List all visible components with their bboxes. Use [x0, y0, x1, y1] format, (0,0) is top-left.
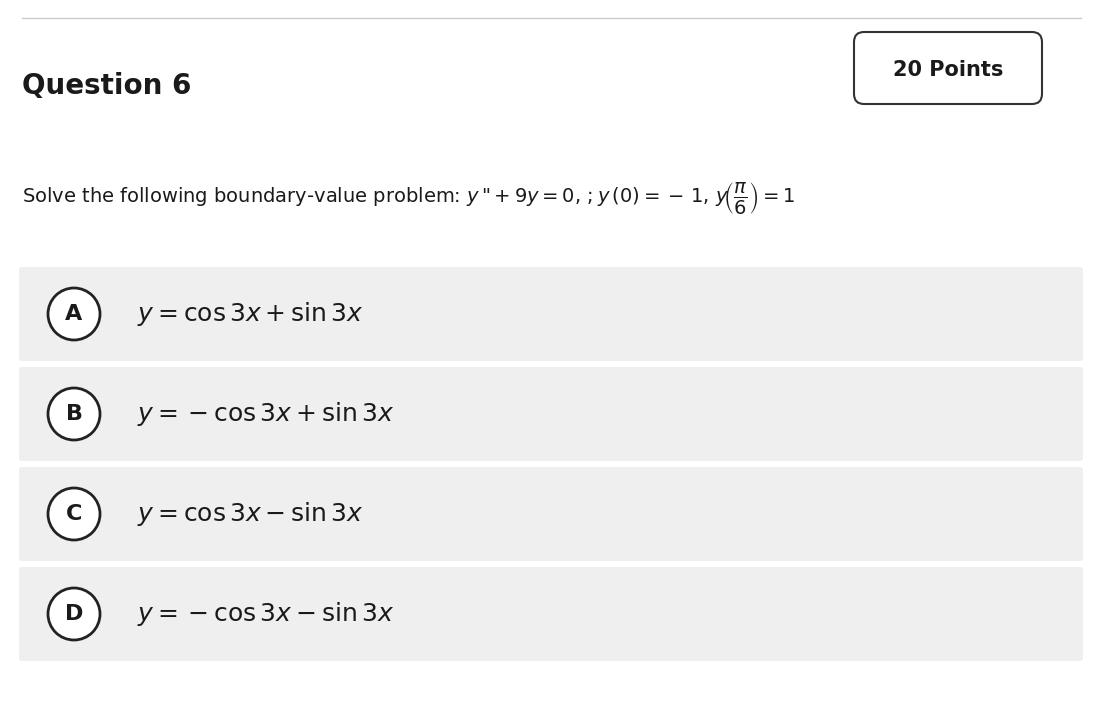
Text: Solve the following boundary-value problem: $y\,\text{"} + 9y = 0$, $;y\,(0) = -: Solve the following boundary-value probl… [22, 180, 795, 216]
Text: $y = -\cos 3x - \sin 3x$: $y = -\cos 3x - \sin 3x$ [137, 600, 394, 628]
Text: B: B [65, 404, 83, 424]
Text: $y = \cos 3x + \sin 3x$: $y = \cos 3x + \sin 3x$ [137, 300, 363, 328]
Circle shape [49, 588, 100, 640]
Text: $y = -\cos 3x + \sin 3x$: $y = -\cos 3x + \sin 3x$ [137, 400, 394, 428]
Circle shape [49, 288, 100, 340]
FancyBboxPatch shape [19, 367, 1083, 461]
FancyBboxPatch shape [854, 32, 1042, 104]
Text: 20 Points: 20 Points [892, 60, 1004, 80]
Text: Question 6: Question 6 [22, 72, 192, 100]
Circle shape [49, 488, 100, 540]
Text: A: A [65, 304, 83, 324]
Text: $y = \cos 3x - \sin 3x$: $y = \cos 3x - \sin 3x$ [137, 500, 363, 528]
FancyBboxPatch shape [19, 567, 1083, 661]
Text: C: C [66, 504, 83, 524]
Circle shape [49, 388, 100, 440]
FancyBboxPatch shape [19, 467, 1083, 561]
FancyBboxPatch shape [19, 267, 1083, 361]
Text: D: D [65, 604, 83, 624]
